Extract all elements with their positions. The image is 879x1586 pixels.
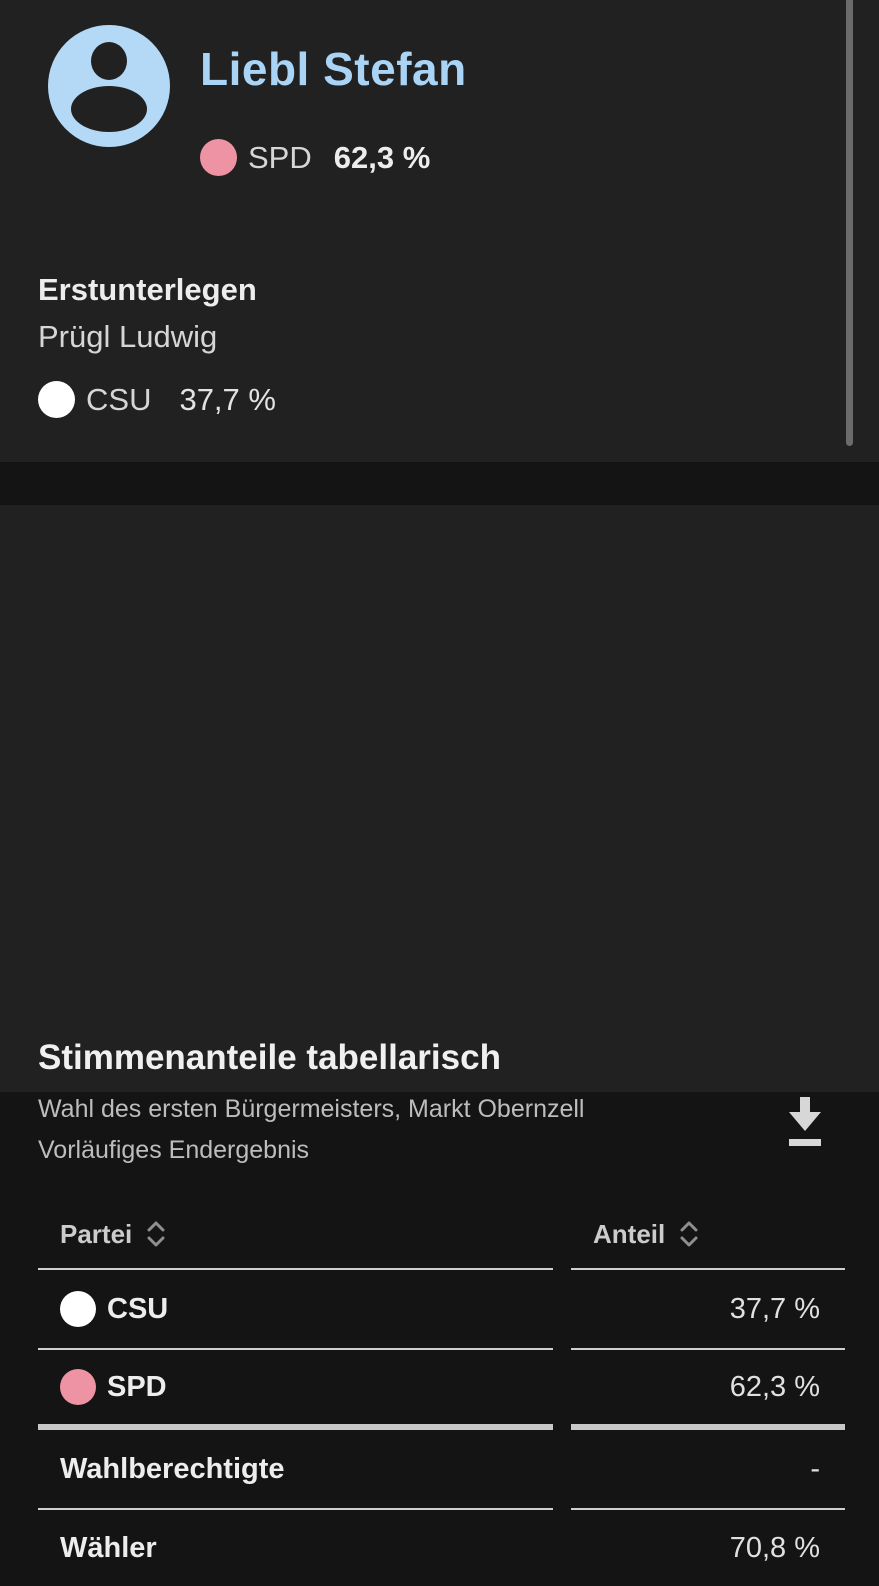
table-card-subtitle: Wahl des ersten Bürgermeisters, Markt Ob… — [38, 1095, 585, 1123]
party-color-dot-csu — [60, 1291, 96, 1327]
table-row-csu-value: 37,7 % — [571, 1270, 845, 1350]
table-row-wahlberechtigte-value: - — [571, 1430, 845, 1510]
winner-share: 62,3 % — [333, 139, 431, 175]
table-row-spd-party: SPD — [38, 1350, 553, 1430]
row-label: SPD — [107, 1370, 167, 1403]
row-value: 70,8 % — [729, 1531, 820, 1564]
row-label: Wahlberechtigte — [60, 1452, 285, 1485]
table-card-title: Stimmenanteile tabellarisch — [38, 1038, 501, 1077]
party-color-dot-csu — [38, 381, 75, 418]
row-label: Wähler — [60, 1531, 157, 1564]
column-header-anteil[interactable]: Anteil — [571, 1198, 845, 1270]
table-row-waehler-label: Wähler — [38, 1510, 553, 1586]
column-header-anteil-label: Anteil — [593, 1218, 666, 1249]
party-color-dot-spd — [60, 1369, 96, 1405]
column-header-partei-label: Partei — [60, 1218, 133, 1249]
candidate-avatar — [48, 25, 170, 147]
table-card-status: Vorläufiges Endergebnis — [38, 1136, 310, 1164]
winner-party-label: SPD — [248, 139, 312, 175]
winner-name: Liebl Stefan — [200, 43, 467, 95]
row-value: - — [810, 1452, 820, 1485]
winner-party-row: SPD 62,3 % — [200, 139, 430, 176]
row-label: CSU — [107, 1292, 169, 1325]
section-divider-band — [0, 462, 879, 505]
runnerup-name: Prügl Ludwig — [38, 319, 218, 354]
table-row-waehler-value: 70,8 % — [571, 1510, 845, 1586]
sort-icon — [145, 1218, 167, 1250]
scrollbar-thumb[interactable] — [846, 0, 853, 446]
party-color-dot-spd — [200, 139, 237, 176]
row-value: 62,3 % — [729, 1370, 820, 1403]
runnerup-section-label: Erstunterlegen — [38, 272, 257, 307]
runnerup-share: 37,7 % — [179, 381, 276, 417]
download-button[interactable] — [781, 1096, 829, 1156]
table-row-csu-party: CSU — [38, 1270, 553, 1350]
row-value: 37,7 % — [729, 1292, 820, 1325]
table-row-wahlberechtigte-label: Wahlberechtigte — [38, 1430, 553, 1510]
vote-share-table-card: Stimmenanteile tabellarisch Wahl des ers… — [0, 505, 879, 1564]
download-icon — [783, 1096, 827, 1156]
runnerup-party-label: CSU — [86, 381, 152, 417]
sort-icon — [678, 1218, 700, 1250]
result-card: Liebl Stefan SPD 62,3 % Erstunterlegen P… — [0, 0, 879, 462]
table-row-spd-value: 62,3 % — [571, 1350, 845, 1430]
runnerup-party-row: CSU 37,7 % — [38, 381, 276, 418]
column-header-partei[interactable]: Partei — [38, 1198, 553, 1270]
vote-share-table: Partei Anteil — [38, 1198, 845, 1586]
